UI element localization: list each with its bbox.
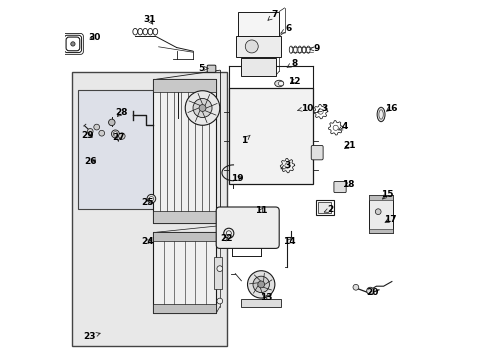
Text: 13: 13 xyxy=(260,292,272,302)
Bar xyxy=(153,304,216,313)
Circle shape xyxy=(99,130,104,136)
Text: 3: 3 xyxy=(281,161,291,170)
Bar xyxy=(242,299,281,307)
Text: 10: 10 xyxy=(298,104,313,112)
Text: 29: 29 xyxy=(81,130,94,139)
Circle shape xyxy=(87,129,93,134)
Bar xyxy=(153,79,216,223)
FancyBboxPatch shape xyxy=(334,181,346,193)
Ellipse shape xyxy=(278,81,284,86)
Text: 1: 1 xyxy=(241,135,250,145)
Circle shape xyxy=(111,130,120,138)
Bar xyxy=(369,195,392,200)
Circle shape xyxy=(149,197,153,201)
Text: 5: 5 xyxy=(198,64,208,73)
Circle shape xyxy=(245,40,258,53)
Circle shape xyxy=(375,209,381,215)
Text: 17: 17 xyxy=(385,215,397,224)
Circle shape xyxy=(119,133,125,139)
Text: 9: 9 xyxy=(310,44,320,53)
Text: 25: 25 xyxy=(141,198,153,207)
FancyBboxPatch shape xyxy=(311,145,323,160)
Text: 23: 23 xyxy=(83,332,100,341)
Text: 16: 16 xyxy=(385,104,397,112)
Circle shape xyxy=(193,99,212,117)
Text: 8: 8 xyxy=(287,58,298,68)
Circle shape xyxy=(71,42,75,46)
Text: 14: 14 xyxy=(283,237,295,246)
Bar xyxy=(72,72,227,346)
Ellipse shape xyxy=(379,110,383,119)
FancyBboxPatch shape xyxy=(216,207,279,248)
FancyBboxPatch shape xyxy=(207,65,216,72)
Text: 27: 27 xyxy=(112,133,124,142)
Text: 31: 31 xyxy=(144,15,156,24)
Bar xyxy=(318,202,331,213)
Text: 20: 20 xyxy=(367,288,379,297)
Text: 11: 11 xyxy=(255,206,268,215)
Circle shape xyxy=(258,281,265,288)
Circle shape xyxy=(199,104,206,112)
Bar xyxy=(229,88,314,184)
Circle shape xyxy=(285,163,290,168)
Text: 3: 3 xyxy=(318,104,327,112)
Circle shape xyxy=(147,194,156,203)
Circle shape xyxy=(367,287,374,294)
Circle shape xyxy=(113,132,118,136)
Ellipse shape xyxy=(377,107,385,122)
Circle shape xyxy=(109,119,115,126)
Bar xyxy=(369,229,392,233)
Text: 21: 21 xyxy=(343,141,356,150)
Bar xyxy=(369,195,392,233)
Bar xyxy=(153,79,216,92)
Text: 6: 6 xyxy=(281,24,292,33)
Text: 2: 2 xyxy=(324,205,334,214)
Circle shape xyxy=(253,276,270,293)
Text: 18: 18 xyxy=(343,180,355,189)
Bar xyxy=(236,36,281,57)
Bar xyxy=(153,211,216,223)
Bar xyxy=(153,232,216,241)
Bar xyxy=(242,58,275,76)
Circle shape xyxy=(333,125,338,130)
Text: 22: 22 xyxy=(220,234,233,243)
Text: 28: 28 xyxy=(116,108,128,117)
Circle shape xyxy=(217,266,222,271)
Text: 24: 24 xyxy=(141,238,153,246)
Text: 7: 7 xyxy=(268,10,278,20)
Circle shape xyxy=(185,91,220,125)
Bar xyxy=(238,12,279,36)
Text: 19: 19 xyxy=(231,174,244,183)
Text: 15: 15 xyxy=(381,190,393,199)
Bar xyxy=(153,232,216,313)
Text: 30: 30 xyxy=(88,33,101,42)
Bar xyxy=(77,90,155,209)
Text: 12: 12 xyxy=(289,77,301,85)
Text: 4: 4 xyxy=(339,122,348,131)
Ellipse shape xyxy=(275,80,284,87)
Circle shape xyxy=(94,124,99,130)
Circle shape xyxy=(247,271,275,298)
Circle shape xyxy=(217,298,222,304)
Bar xyxy=(215,256,222,289)
Circle shape xyxy=(318,109,323,114)
Text: 26: 26 xyxy=(85,157,97,166)
Bar xyxy=(316,200,334,215)
Circle shape xyxy=(353,284,359,290)
